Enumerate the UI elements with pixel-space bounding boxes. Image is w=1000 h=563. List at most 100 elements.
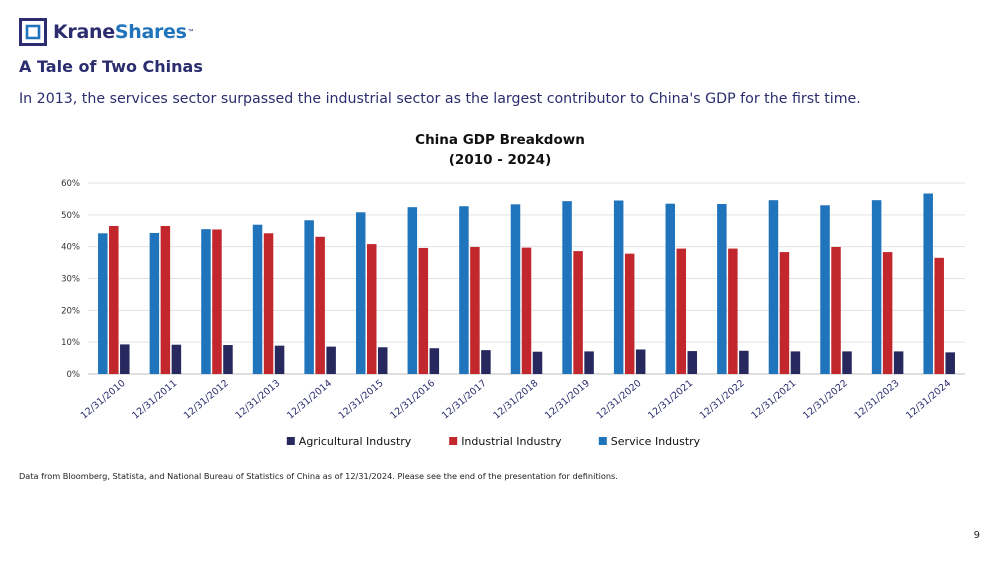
bar-agricultural-industry (739, 350, 749, 374)
x-tick-label: 12/31/2021 (749, 378, 798, 422)
footnote: Data from Bloomberg, Statista, and Natio… (19, 471, 618, 481)
x-tick-label: 12/31/2021 (646, 378, 695, 422)
y-tick-label: 40% (61, 243, 80, 253)
bar-industrial-industry (573, 251, 583, 374)
bar-agricultural-industry (274, 345, 285, 374)
y-tick-label: 60% (61, 179, 80, 189)
x-tick-label: 12/31/2022 (801, 378, 850, 422)
logo-wordmark: KraneShares (53, 21, 187, 43)
legend-label: Industrial Industry (461, 435, 562, 448)
bar-agricultural-industry (481, 350, 491, 374)
x-tick-label: 12/31/2018 (491, 378, 540, 422)
legend-label: Service Industry (611, 435, 701, 448)
bar-service-industry (407, 207, 418, 374)
y-tick-label: 0% (67, 370, 81, 380)
x-tick-label: 12/31/2010 (79, 378, 128, 422)
legend-label: Agricultural Industry (299, 435, 412, 448)
chart-title: China GDP Breakdown (415, 132, 585, 148)
bar-service-industry (304, 220, 314, 374)
y-tick-label: 50% (61, 211, 80, 221)
bar-service-industry (820, 205, 830, 374)
x-tick-label: 12/31/2014 (285, 378, 334, 422)
bar-agricultural-industry (120, 344, 130, 374)
bar-industrial-industry (831, 246, 841, 374)
bar-agricultural-industry (532, 351, 543, 374)
bar-industrial-industry (779, 252, 790, 374)
y-axis-ticks: 0% 10% 20% 30% 40% 50% 60% (61, 179, 80, 380)
y-tick-label: 20% (61, 306, 80, 316)
bars (98, 193, 955, 374)
x-tick-label: 12/31/2015 (337, 378, 386, 422)
legend-swatch-service-industry (598, 437, 607, 445)
krane-shares-logo: KraneShares ™ (19, 18, 194, 46)
bar-service-industry (510, 204, 521, 374)
x-tick-label: 12/31/2013 (233, 378, 282, 422)
logo-trademark: ™ (187, 29, 194, 35)
bar-industrial-industry (315, 236, 325, 374)
bar-agricultural-industry (842, 351, 852, 374)
bar-service-industry (768, 200, 779, 374)
page-title: A Tale of Two Chinas (19, 57, 203, 76)
page-subtitle: In 2013, the services sector surpassed t… (19, 91, 861, 107)
x-tick-label: 12/31/2019 (543, 378, 592, 422)
logo-wordmark-part1: Krane (53, 21, 115, 43)
bar-agricultural-industry (326, 346, 336, 374)
x-tick-label: 12/31/2012 (182, 378, 231, 422)
bar-agricultural-industry (687, 351, 698, 374)
bar-service-industry (665, 203, 676, 374)
bar-service-industry (201, 229, 211, 374)
bar-industrial-industry (521, 247, 532, 374)
bar-service-industry (871, 200, 882, 374)
bar-industrial-industry (728, 248, 738, 374)
bar-agricultural-industry (223, 345, 233, 374)
x-tick-label: 12/31/2011 (130, 378, 179, 422)
y-tick-label: 30% (61, 275, 80, 285)
bar-service-industry (923, 193, 933, 374)
bar-agricultural-industry (893, 351, 904, 374)
china-gdp-chart: China GDP Breakdown (2010 - 2024) 0% 10% 2… (0, 120, 1000, 465)
chart-svg: China GDP Breakdown (2010 - 2024) 0% 10% 2… (61, 132, 965, 448)
x-tick-label: 12/31/2023 (853, 378, 902, 422)
bar-service-industry (562, 201, 572, 374)
bar-agricultural-industry (429, 348, 440, 374)
bar-service-industry (355, 212, 366, 374)
page-number: 9 (973, 530, 980, 541)
bar-agricultural-industry (790, 351, 801, 374)
bar-service-industry (149, 232, 160, 374)
bar-industrial-industry (882, 252, 893, 374)
bar-industrial-industry (366, 244, 377, 374)
grid-lines (88, 182, 965, 375)
bar-industrial-industry (418, 247, 429, 374)
bar-agricultural-industry (377, 347, 388, 374)
bar-service-industry (717, 204, 727, 374)
bar-industrial-industry (160, 225, 171, 374)
bar-agricultural-industry (584, 351, 594, 374)
bar-service-industry (252, 224, 263, 374)
x-tick-label: 12/31/2017 (440, 378, 489, 422)
y-tick-label: 10% (61, 338, 80, 348)
x-tick-label: 12/31/2020 (595, 378, 644, 422)
x-tick-label: 12/31/2024 (904, 378, 953, 422)
legend-swatch-industrial-industry (449, 437, 458, 445)
bar-industrial-industry (934, 257, 944, 374)
bar-industrial-industry (470, 246, 480, 374)
krane-shares-logo-mark-icon (19, 18, 47, 46)
x-tick-label: 12/31/2016 (388, 378, 437, 422)
bar-industrial-industry (109, 225, 119, 374)
bar-agricultural-industry (945, 352, 955, 374)
legend: Agricultural Industry Industrial Industry… (286, 435, 701, 448)
bar-industrial-industry (212, 229, 222, 374)
bar-industrial-industry (624, 253, 635, 374)
bar-agricultural-industry (171, 344, 182, 374)
chart-subtitle: (2010 - 2024) (449, 152, 552, 168)
bar-agricultural-industry (635, 349, 646, 374)
x-tick-label: 12/31/2022 (698, 378, 747, 422)
bar-industrial-industry (676, 248, 687, 374)
bar-industrial-industry (263, 233, 274, 374)
bar-service-industry (98, 233, 108, 374)
legend-swatch-agricultural-industry (286, 437, 295, 445)
x-axis-ticks: 12/31/2010 12/31/2011 12/31/2012 12/31/2013… (79, 378, 953, 422)
logo-wordmark-part2: Shares (114, 21, 187, 43)
bar-service-industry (613, 200, 624, 374)
bar-service-industry (459, 206, 469, 374)
